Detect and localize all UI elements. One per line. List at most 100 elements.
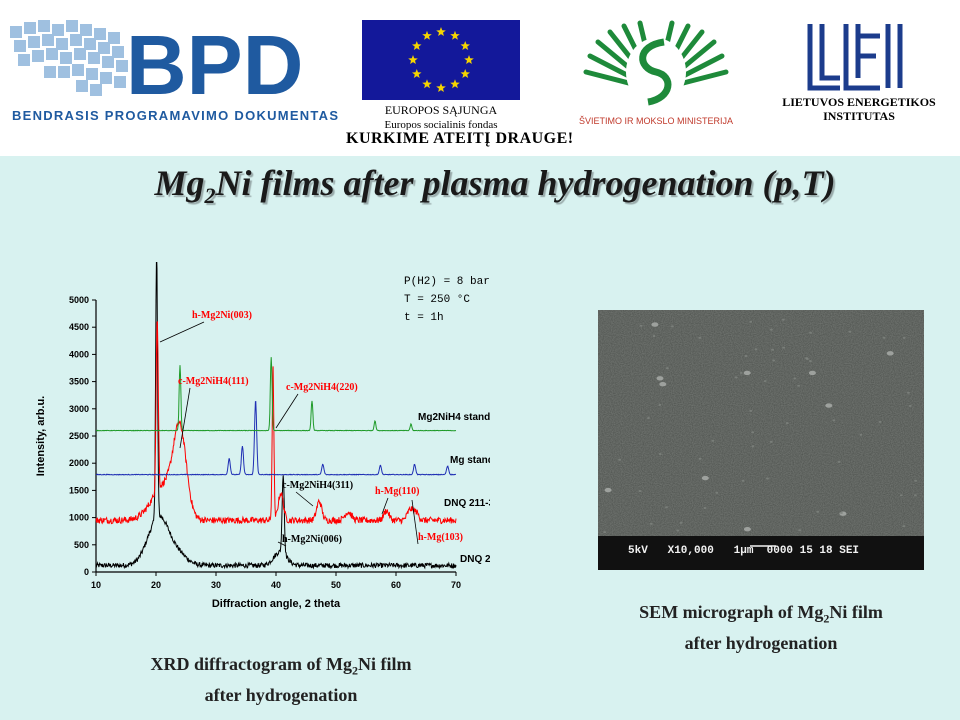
sem-particle [878,420,882,423]
chart-series [95,262,457,570]
series-line [95,400,456,476]
peak-annotation: c-Mg2NiH4(220) [286,382,358,393]
y-tick-label: 1000 [69,513,89,523]
sem-particle [908,404,912,407]
sem-particle [902,525,906,528]
eu-star-icon [450,30,460,40]
sem-particle [882,336,886,339]
sem-particle [840,511,843,514]
chart-labels: 10 20 30 40 50 60 70 0 500 1000 1500 2000 2500 3000 35… [35,276,490,610]
sem-particle [711,439,715,442]
x-tick-label: 60 [391,580,401,590]
sem-particle [769,328,773,331]
sem-particle [805,357,808,360]
annotation-arrow [411,499,419,545]
y-tick-label: 500 [74,540,89,550]
eu-flag-logo: EUROPOS SĄJUNGA Europos socialinis fonda… [362,20,520,130]
sem-particle [825,403,833,408]
sem-particle [647,417,650,419]
condition-label: P(H2) = 8 bar [404,276,490,288]
sem-particle [671,325,674,328]
xrd-caption: XRD diffractogram of Mg2Ni film after hyd… [96,652,466,707]
sem-particle [785,422,789,425]
series-label: Mg standard [450,455,490,466]
condition-label: T = 250 °C [404,294,470,306]
annotation-arrow [179,387,191,449]
ministry-logo: ŠVIETIMO IR MOKSLO MINISTERIJA [579,20,733,126]
bpd-logo: BPD BENDRASIS PROGRAMAVIMO DOKUMENTAS [10,18,338,123]
y-tick-label: 5000 [69,295,89,305]
y-tick-label: 2500 [69,431,89,441]
eu-star-icon [422,79,432,89]
sem-particle [848,330,852,333]
eu-star-icon [412,41,422,50]
sem-particle [754,348,758,351]
bpd-subtitle: BENDRASIS PROGRAMAVIMO DOKUMENTAS [12,108,338,123]
caption-line2: after hydrogenation [684,632,838,653]
sem-particle [832,419,836,422]
sem-particle [698,336,702,339]
series-label: DNQ 211-3 VH [444,498,490,509]
eu-star-icon [422,30,432,40]
sem-particle [808,370,816,376]
caption-part: XRD diffractogram of Mg [150,654,352,674]
x-tick-label: 40 [271,580,281,590]
annotation-arrow [277,541,287,547]
sem-particle [715,491,719,494]
caption-sub: 2 [823,611,830,626]
eu-star-icon [408,55,418,64]
peak-annotation: h-Mg2Ni(006) [282,534,342,545]
sem-particle [651,322,659,327]
y-tick-label: 3500 [69,377,89,387]
y-tick-label: 4500 [69,322,89,332]
page-title: Mg2Ni films after plasma hydrogenation (… [0,162,960,209]
title-part: Ni films after plasma hydrogenation (p,T… [215,163,836,203]
annotation-arrow [295,491,314,507]
sem-particle [703,507,707,509]
sem-particle [666,367,669,370]
sem-particle [749,409,753,412]
series-line [95,321,457,526]
sem-particle [914,494,917,497]
ministry-name: ŠVIETIMO IR MOKSLO MINISTERIJA [579,116,733,126]
peak-annotation: h-Mg2Ni(003) [192,310,252,321]
sem-particle [665,506,668,509]
sem-particle [603,531,607,534]
sem-particle [907,391,910,394]
peak-annotation: h-Mg(103) [418,532,463,543]
sem-particle [656,376,664,381]
sem-particle [837,460,841,463]
caption-part: Ni film [829,602,883,622]
sem-particles [603,318,917,534]
eu-stars-icon [408,27,474,92]
sem-particle [809,360,812,362]
sem-particle [769,440,773,443]
xrd-chart: 10 20 30 40 50 60 70 0 500 1000 1500 2000 2500 3000 35… [35,262,490,610]
sem-particle [766,477,769,480]
eu-star-icon [464,55,474,64]
sem-caption: SEM micrograph of Mg2Ni film after hydrog… [582,600,940,655]
sem-particle [809,331,812,334]
x-tick-label: 70 [451,580,461,590]
sem-particle [639,324,643,327]
sem-particle [638,490,642,492]
y-tick-label: 2000 [69,458,89,468]
title-sub: 2 [204,183,216,209]
series-line [95,262,457,570]
sem-particle [701,475,709,481]
sem-particle [741,479,745,482]
caption-part: Ni film [357,654,412,674]
sem-particle [797,384,800,387]
sem-particle [734,376,738,379]
lei-emblem-icon [807,24,903,91]
sem-particle [751,445,755,448]
sem-particle [743,370,751,376]
sem-particle [604,487,612,493]
sem-particle [899,494,903,497]
peak-annotation: h-Mg(110) [375,486,419,497]
bpd-text: BPD [126,18,303,112]
eu-star-icon [412,69,422,78]
sem-particle [659,382,667,387]
x-tick-label: 30 [211,580,221,590]
sem-particle [772,359,776,362]
